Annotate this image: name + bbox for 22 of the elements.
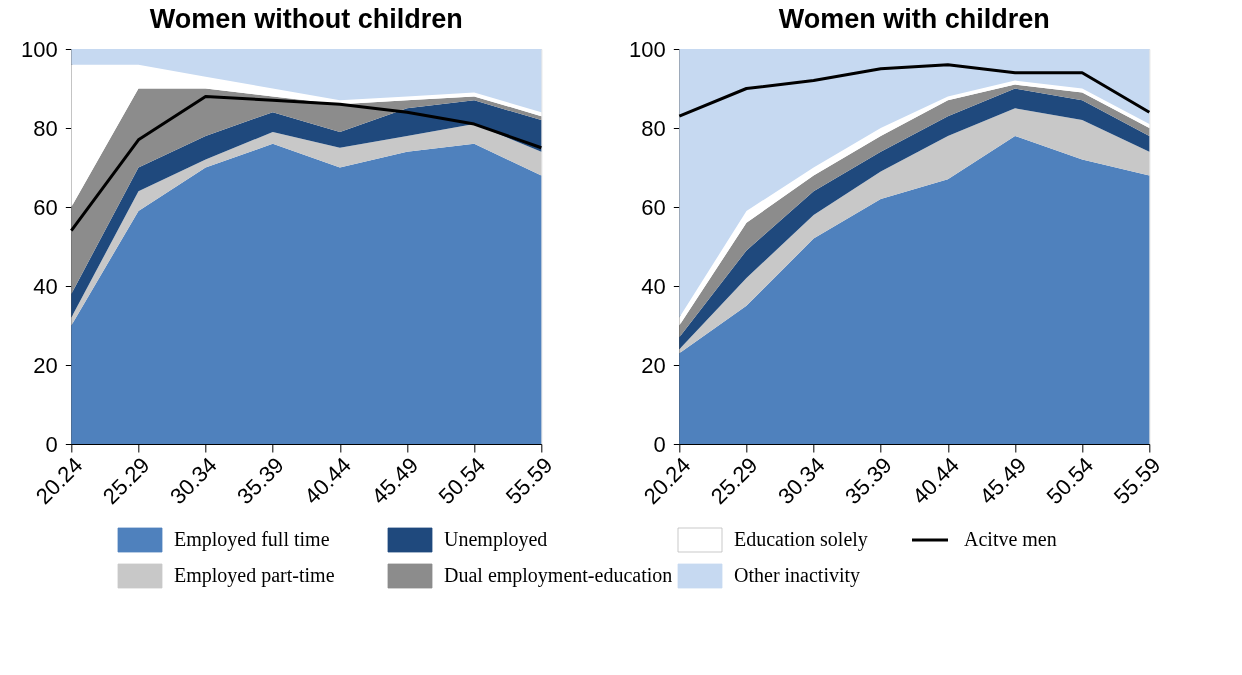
y-tick-label: 100: [21, 36, 58, 62]
legend-label: Dual employment-education: [444, 564, 673, 587]
legend-label: Acitve men: [964, 528, 1057, 550]
legend-label: Employed full time: [174, 528, 330, 551]
y-tick-label: 60: [641, 194, 666, 220]
chart-title: Women with children: [778, 4, 1050, 34]
legend-label: Employed part-time: [174, 564, 335, 587]
y-tick-label: 60: [33, 194, 58, 220]
y-tick-label: 80: [641, 115, 666, 141]
y-tick-label: 40: [33, 273, 58, 299]
y-tick-label: 0: [653, 431, 666, 457]
legend-label: Other inactivity: [734, 564, 861, 587]
y-tick-label: 0: [45, 431, 58, 457]
chart-title: Women without children: [149, 4, 463, 34]
y-tick-label: 100: [629, 36, 666, 62]
legend-label: Unemployed: [444, 528, 548, 551]
line-series: [677, 63, 1151, 118]
y-tick-label: 20: [33, 352, 58, 378]
legend-label: Education solely: [734, 528, 868, 551]
y-tick-label: 40: [641, 273, 666, 299]
y-tick-label: 80: [33, 115, 58, 141]
y-tick-label: 20: [641, 352, 666, 378]
